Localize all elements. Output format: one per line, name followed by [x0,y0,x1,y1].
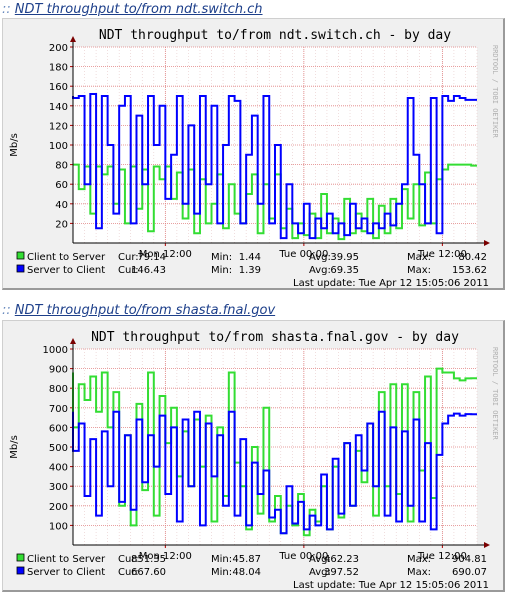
y-tick-label: 700 [49,404,68,415]
y-tick-label: 500 [49,443,68,454]
legend-stat-label: Max: [407,265,431,276]
chart-title: NDT throughput to/from shasta.fnal.gov -… [91,330,459,345]
y-tick-label: 1000 [43,345,68,356]
legend-stat-label: Cur: [118,554,139,565]
y-tick-label: 600 [49,423,68,434]
legend-stat-label: Min: [211,252,232,263]
y-tick-label: 400 [49,463,68,474]
throughput-chart-2: NDT throughput to/from shasta.fnal.gov -… [9,330,499,591]
y-tick-label: 120 [49,121,68,132]
legend-stat-value: 690.07 [452,567,487,578]
legend-stat-value: 904.81 [452,554,487,565]
legend-stat-value: 397.52 [324,567,359,578]
y-tick-label: 300 [49,482,68,493]
y-tick-label: 100 [49,141,68,152]
legend-series-name: Client to Server [27,252,106,263]
legend-series-name: Server to Client [27,567,105,578]
legend-stat-value: 1.44 [239,252,261,263]
legend-stat-label: Min: [211,567,232,578]
y-tick-label: 800 [49,384,68,395]
graph-link-1[interactable]: NDT throughput to/from ndt.switch.ch [14,2,263,17]
x-tick-label: Tue 12:00 [417,551,467,562]
x-tick-label: Tue 00:00 [278,551,328,562]
series-line-client-to-server [72,367,477,537]
legend-stat-value: 79.14 [137,252,166,263]
legend-stat-label: Min: [211,265,232,276]
rrdtool-watermark: RRDTOOL / TOBI OETIKER [491,45,499,139]
chart-title: NDT throughput to/from ndt.switch.ch - b… [99,28,451,43]
legend-stat-value: 146.43 [131,265,166,276]
legend-swatch-client-to-server [16,553,25,562]
legend-swatch-server-to-client [16,566,25,575]
x-tick-label: Tue 00:00 [278,249,328,260]
legend-stat-label: Avg: [309,554,331,565]
y-axis-label: Mb/s [9,435,20,459]
legend-stat-label: Max: [407,252,431,263]
graph-panel-1: NDT throughput to/from ndt.switch.ch - b… [2,18,505,290]
legend-stat-label: Cur: [118,567,139,578]
y-tick-label: 200 [49,502,68,513]
legend-stat-value: 851.35 [131,554,166,565]
legend-stat-label: Avg: [309,265,331,276]
legend-stat-value: 45.87 [232,554,261,565]
x-tick-label: Mon 12:00 [139,551,192,562]
legend-stat-value: 48.04 [232,567,261,578]
x-axis-arrow-icon [484,542,490,548]
legend-stat-value: 39.95 [330,252,359,263]
legend-stat-label: Avg: [309,252,331,263]
legend-stat-label: Cur: [118,252,139,263]
graph-header-1: :: NDT throughput to/from ndt.switch.ch [2,2,263,17]
x-tick-label: Tue 12:00 [417,249,467,260]
legend-stat-label: Min: [211,554,232,565]
legend-stat-label: Avg: [309,567,331,578]
graph-panel-2: NDT throughput to/from shasta.fnal.gov -… [2,320,505,592]
legend-swatch-server-to-client [16,264,25,273]
legend-stat-value: 667.60 [131,567,166,578]
rrdtool-watermark: RRDTOOL / TOBI OETIKER [491,347,499,441]
last-update-text: Last update: Tue Apr 12 15:05:06 2011 [293,580,489,591]
y-tick-label: 200 [49,43,68,54]
legend-series-name: Client to Server [27,554,106,565]
y-tick-label: 20 [55,219,68,230]
series-line-server-to-client [72,410,477,535]
legend-stat-value: 153.62 [452,265,487,276]
legend-stat-value: 80.42 [458,252,487,263]
y-tick-label: 40 [55,200,68,211]
y-tick-label: 100 [49,521,68,532]
x-tick-label: Mon 12:00 [139,249,192,260]
legend-stat-value: 462.23 [324,554,359,565]
header-separator-icon: :: [2,2,11,17]
x-axis-arrow-icon [484,240,490,246]
graph-link-2[interactable]: NDT throughput to/from shasta.fnal.gov [14,303,276,318]
y-tick-label: 80 [55,161,68,172]
legend-stat-label: Cur: [118,265,139,276]
graph-header-2: :: NDT throughput to/from shasta.fnal.gov [2,303,275,318]
y-tick-label: 180 [49,63,68,74]
throughput-chart-1: NDT throughput to/from ndt.switch.ch - b… [9,28,499,289]
series-line-server-to-client [72,93,477,240]
legend-stat-value: 1.39 [239,265,261,276]
y-axis-arrow-icon [70,36,76,42]
y-tick-label: 160 [49,82,68,93]
y-tick-label: 60 [55,180,68,191]
y-axis-arrow-icon [70,338,76,344]
legend-swatch-client-to-server [16,251,25,260]
legend-stat-value: 69.35 [330,265,359,276]
last-update-text: Last update: Tue Apr 12 15:05:06 2011 [293,278,489,289]
header-separator-icon: :: [2,303,11,318]
y-tick-label: 900 [49,365,68,376]
legend-series-name: Server to Client [27,265,105,276]
legend-stat-label: Max: [407,554,431,565]
legend-stat-label: Max: [407,567,431,578]
y-tick-label: 140 [49,102,68,113]
y-axis-label: Mb/s [9,133,20,157]
